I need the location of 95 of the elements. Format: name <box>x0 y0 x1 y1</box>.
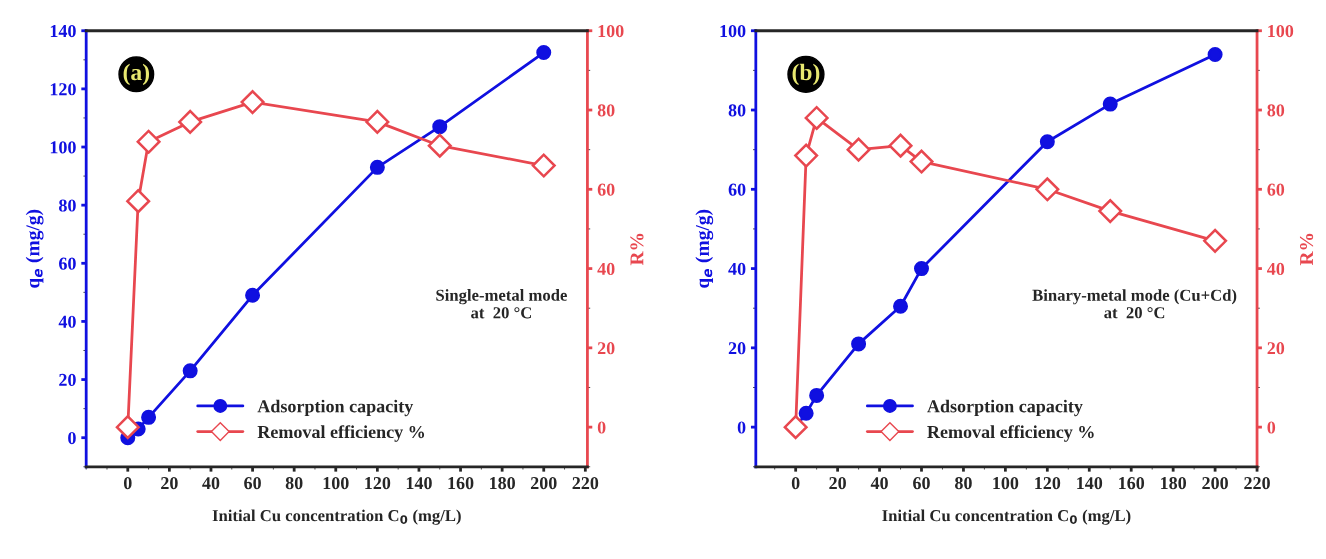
point <box>245 287 261 303</box>
x-tick-label: 140 <box>406 477 432 490</box>
x-tick-label: 20 <box>161 477 178 490</box>
point <box>136 129 161 154</box>
y-tick-label: 80 <box>728 104 746 117</box>
point <box>536 45 552 61</box>
point <box>178 109 203 134</box>
y2-tick-label: 0 <box>1267 421 1276 434</box>
x-tick-label: 200 <box>1202 477 1228 490</box>
x-tick-label: 80 <box>955 477 972 490</box>
y2-tick-label: 80 <box>1267 104 1285 117</box>
point <box>115 415 140 440</box>
x-tick-label: 20 <box>829 477 846 490</box>
point <box>365 109 390 134</box>
y2-tick-label: 0 <box>597 421 606 434</box>
y2-axis-title: R% <box>630 233 644 266</box>
point <box>1207 47 1223 63</box>
y2-tick-label: 60 <box>1267 183 1285 196</box>
x-tick-label: 0 <box>791 477 800 490</box>
point <box>809 387 825 403</box>
x-tick-label: 60 <box>913 477 930 490</box>
y2-tick-label: 40 <box>1267 262 1285 276</box>
x-tick-label: 120 <box>1035 477 1061 490</box>
x-tick-label: 0 <box>123 477 132 490</box>
y2-tick-label: 100 <box>598 25 624 38</box>
y-tick-label: 0 <box>737 421 746 434</box>
point <box>1098 199 1123 224</box>
y-axis-title: q$_{e}$ (mg/g) <box>695 209 714 288</box>
point <box>798 405 814 421</box>
x-tick-label: 160 <box>1119 477 1145 490</box>
legend-label: Adsorption capacity <box>257 399 414 417</box>
x-tick-label: 40 <box>202 477 220 490</box>
y-axis-title: q$_{e}$ (mg/g) <box>25 209 44 288</box>
point <box>1203 228 1228 253</box>
y-tick-label: 100 <box>720 25 746 38</box>
x-tick-label: 40 <box>870 477 888 490</box>
point <box>851 336 867 352</box>
point <box>182 363 198 379</box>
x-axis-title: Initial Cu concentration C$_{0}$ (mg/L) <box>212 509 461 525</box>
annotation: Single-metal mode at 20 °C <box>436 289 567 319</box>
point <box>141 409 157 425</box>
y-tick-label: 120 <box>50 83 76 96</box>
y2-tick-label: 20 <box>1267 342 1285 355</box>
x-tick-label: 60 <box>244 477 261 490</box>
point <box>893 298 909 314</box>
legend-label: Removal efficiency % <box>257 425 425 442</box>
point <box>432 119 448 135</box>
y-tick-label: 80 <box>59 199 76 212</box>
legend-label: Adsorption capacity <box>927 399 1083 417</box>
x-tick-label: 180 <box>490 477 515 490</box>
annotation: (a) <box>123 63 150 86</box>
point <box>914 261 929 277</box>
y2-tick-label: 20 <box>597 342 615 355</box>
point <box>531 153 556 178</box>
point <box>126 189 151 214</box>
x-tick-label: 200 <box>530 477 557 490</box>
y-tick-label: 0 <box>68 431 76 445</box>
point <box>1035 177 1060 202</box>
y-tick-label: 40 <box>728 262 746 276</box>
y2-tick-label: 40 <box>597 262 615 276</box>
y-tick-label: 20 <box>728 342 746 355</box>
point <box>909 149 934 174</box>
x-axis-title: Initial Cu concentration C$_{0}$ (mg/L) <box>882 509 1131 525</box>
point <box>1039 134 1055 150</box>
y2-tick-label: 60 <box>597 183 615 196</box>
x-tick-label: 220 <box>1244 477 1270 490</box>
y-tick-label: 140 <box>50 25 76 38</box>
x-tick-label: 120 <box>365 477 391 490</box>
y2-tick-label: 80 <box>597 104 615 117</box>
point <box>1102 96 1118 112</box>
x-tick-label: 100 <box>993 477 1019 490</box>
y2-tick-label: 100 <box>1268 25 1294 38</box>
point <box>794 143 819 168</box>
x-tick-label: 220 <box>572 477 599 490</box>
point <box>804 105 829 130</box>
point <box>888 133 913 158</box>
x-tick-label: 100 <box>323 477 349 490</box>
x-tick-label: 80 <box>285 477 303 490</box>
annotation: Binary-metal mode (Cu+Cd) at 20 °C <box>1032 289 1237 319</box>
y-tick-label: 40 <box>58 315 76 328</box>
y2-axis-title: R% <box>1299 233 1314 266</box>
y-tick-label: 100 <box>50 141 76 154</box>
legend-label: Removal efficiency % <box>927 425 1094 442</box>
point <box>369 159 385 175</box>
x-tick-label: 160 <box>448 477 474 490</box>
x-tick-label: 140 <box>1077 477 1103 490</box>
point <box>240 90 265 115</box>
y-tick-label: 20 <box>59 373 76 386</box>
point <box>846 137 871 162</box>
annotation: (b) <box>792 63 820 86</box>
y-tick-label: 60 <box>728 183 746 196</box>
y-tick-label: 60 <box>59 257 76 270</box>
x-tick-label: 180 <box>1161 477 1187 490</box>
point <box>427 133 452 158</box>
point <box>783 415 808 440</box>
